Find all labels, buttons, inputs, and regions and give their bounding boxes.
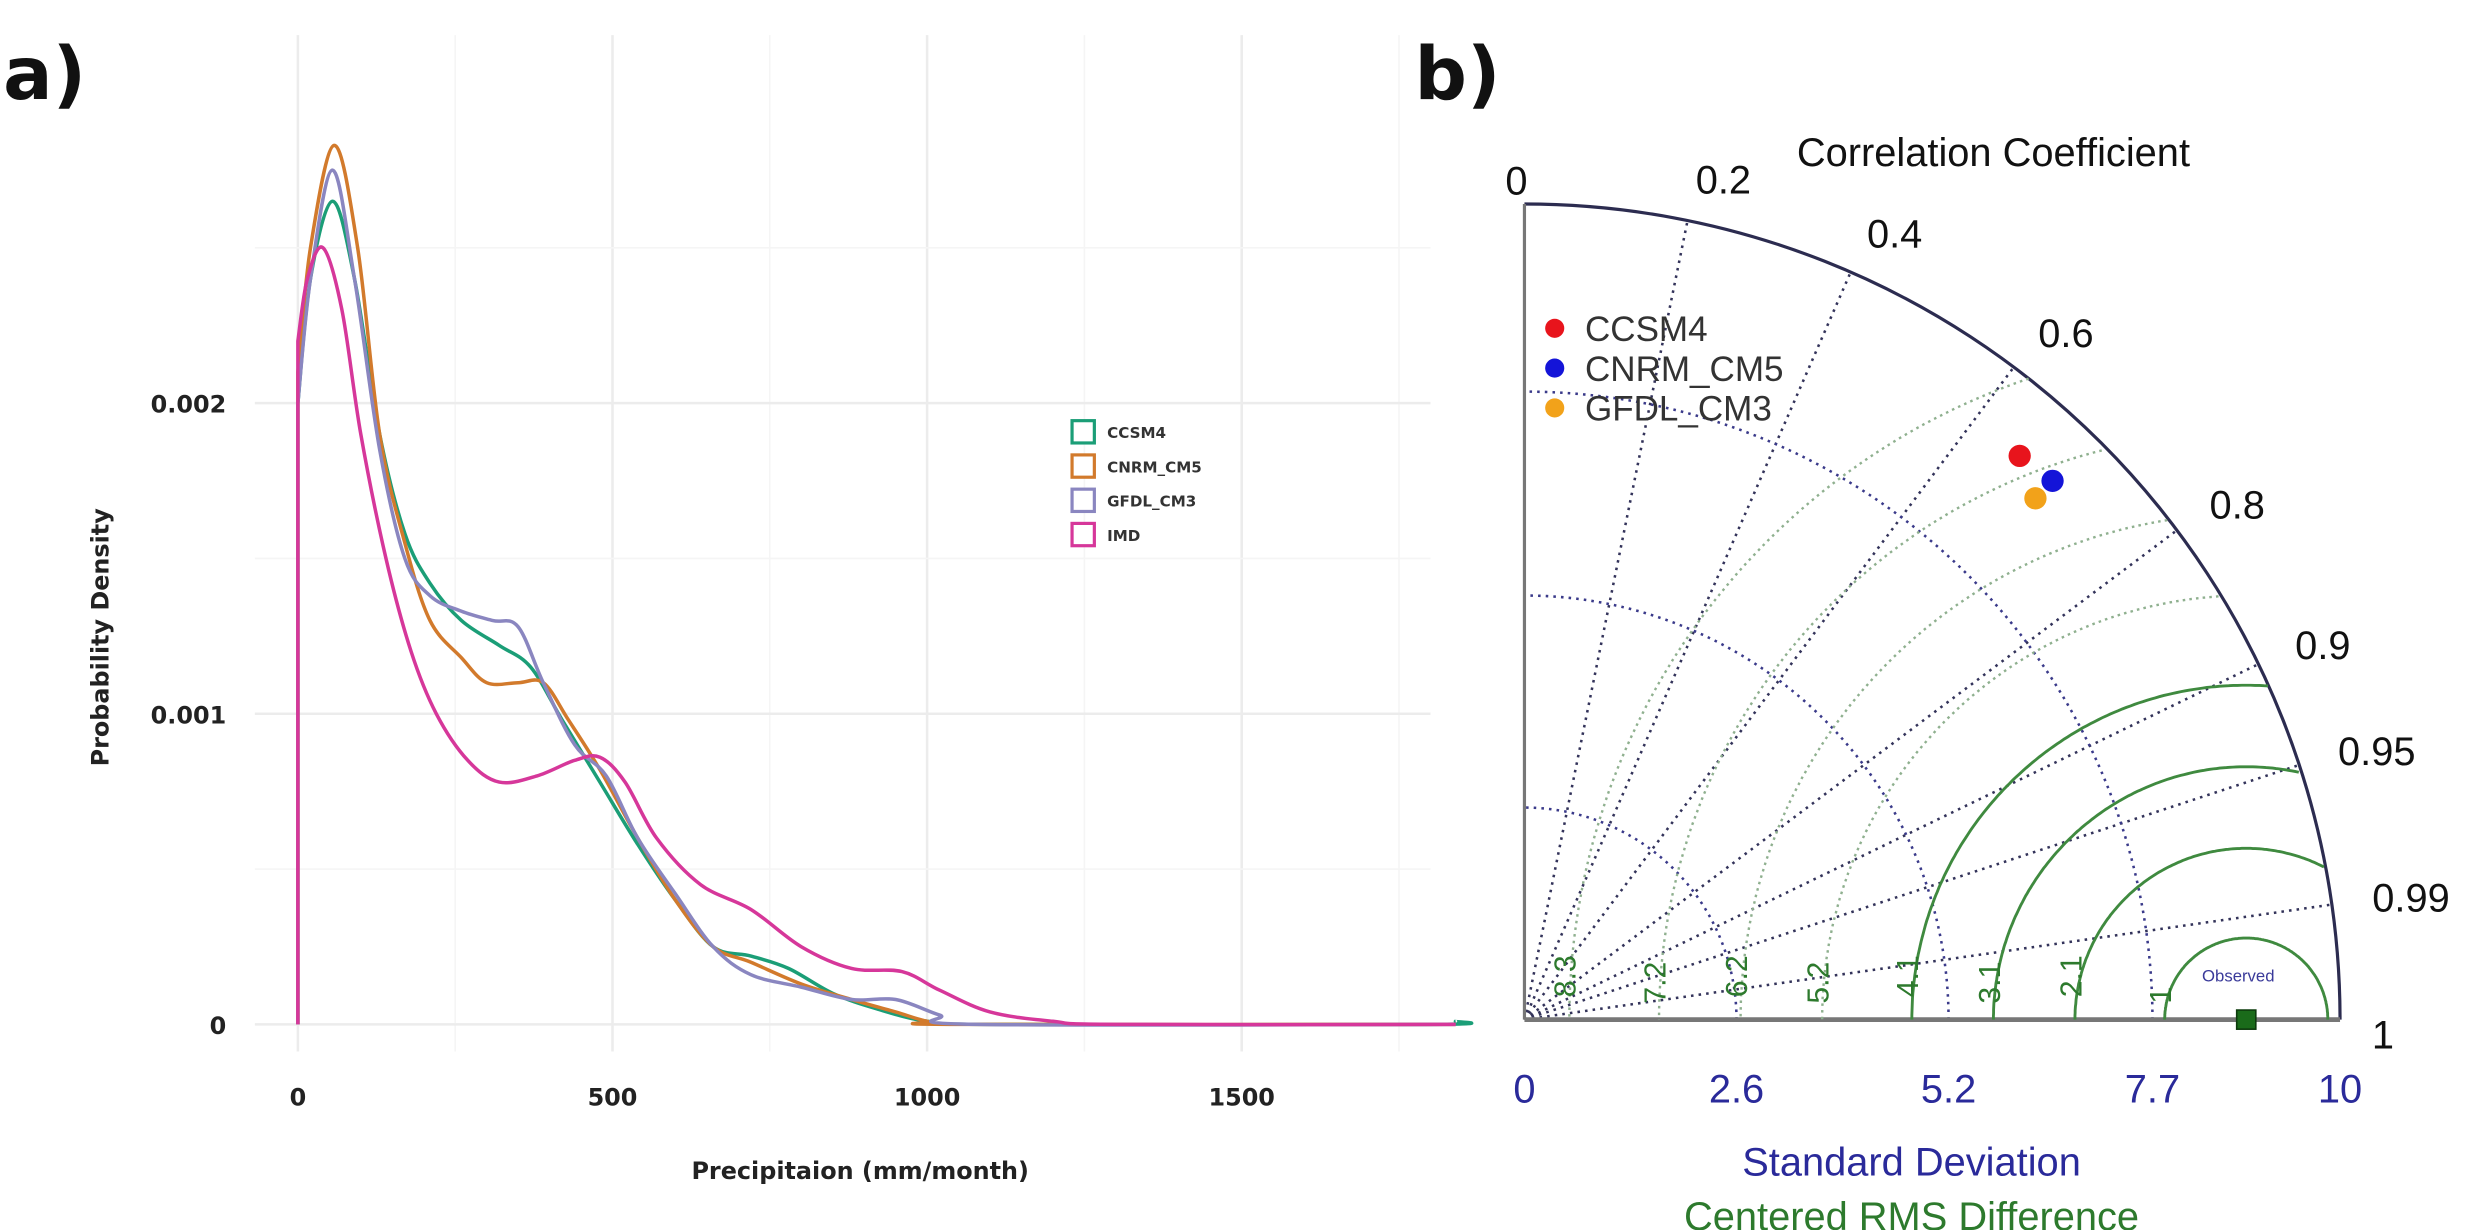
rms-contour-label: 3.1	[1974, 962, 2007, 1004]
rms-contour	[1910, 683, 2269, 1020]
legend-swatch-cnrm_cm5	[1070, 453, 1096, 479]
x-axis-title: Precipitaion (mm/month)	[691, 1157, 1028, 1185]
density-plot: 0 500 1000 1500 0 0.001 0.002 Precipitaion (m…	[86, 35, 1474, 1185]
x-tick-label: 500	[588, 1084, 638, 1112]
outer-arc	[1524, 202, 2342, 1020]
correlation-ray	[1523, 271, 1852, 1021]
rms-title: Centered RMS Difference	[1684, 1195, 2139, 1230]
correlation-tick-label: 0	[1505, 159, 1527, 203]
rms-contour-label: 8.3	[1550, 955, 1583, 997]
std-dev-arc	[1524, 390, 2154, 1020]
density-line-gfdl_cm3	[296, 168, 1456, 1027]
correlation-ray	[1523, 529, 2178, 1021]
legend-label: GFDL_CM3	[1107, 493, 1196, 511]
rms-contour-label: 4.1	[1892, 955, 1925, 997]
correlation-ray	[1523, 220, 1689, 1020]
rms-contour-label: 7.2	[1639, 962, 1672, 1004]
density-line-ccsm4	[296, 199, 1474, 1027]
y-tick-label: 0	[210, 1012, 227, 1040]
legend-label: CNRM_CM5	[1585, 350, 1784, 389]
rms-contour-label: 2.1	[2055, 955, 2088, 997]
density-line-imd	[296, 245, 1456, 1027]
density-lines	[296, 143, 1474, 1027]
correlation-ray	[1524, 903, 2333, 1021]
y-axis-title: Probability Density	[86, 508, 114, 767]
legend-dot-cnrm_cm5	[1545, 358, 1565, 378]
rms-contour	[2163, 936, 2330, 1020]
correlation-ray	[1523, 366, 2015, 1021]
y-tick-label: 0.001	[151, 701, 227, 729]
panel-a-label: a)	[3, 32, 86, 117]
correlation-tick-label: 0.8	[2210, 484, 2265, 528]
rms-contour	[1739, 519, 2168, 1020]
rms-contour	[1568, 377, 2030, 1020]
legend-swatch-gfdl_cm3	[1070, 487, 1096, 514]
rms-contour-label: 6.2	[1721, 955, 1754, 997]
correlation-tick-label: 0.99	[2372, 877, 2449, 921]
std-dev-tick-label: 10	[2318, 1067, 2362, 1111]
model-point-ccsm4	[2008, 444, 2031, 468]
model-point-gfdl_cm3	[2024, 487, 2047, 510]
legend-label: CCSM4	[1585, 310, 1708, 349]
rms-contour	[1820, 595, 2219, 1020]
legend-label: CNRM_CM5	[1107, 458, 1202, 476]
panel-b-label: b)	[1415, 32, 1501, 117]
std-dev-tick-label: 2.6	[1709, 1067, 1764, 1111]
correlation-tick-label: 0.95	[2338, 730, 2415, 774]
correlation-tick-label: 0.4	[1867, 212, 1922, 256]
observed-point	[2235, 1009, 2257, 1030]
correlation-tick-label: 1	[2372, 1013, 2394, 1057]
legend-label: CCSM4	[1107, 424, 1166, 442]
taylor-labels: 0 2.6 5.2 7.7 10 0 0.2 0.4 0.6 0.8 0.9 0.95 0.99 1	[1505, 158, 2449, 1111]
density-grid	[254, 35, 1431, 1052]
rms-contour	[1657, 449, 2103, 1020]
x-tick-labels: 0 500 1000 1500	[290, 1084, 1275, 1112]
correlation-tick-label: 0.2	[1696, 158, 1751, 202]
taylor-points: Observed	[2008, 444, 2275, 1030]
std-dev-arc	[1524, 594, 1950, 1020]
rms-contour	[2073, 846, 2325, 1020]
y-tick-labels: 0 0.001 0.002	[151, 391, 227, 1040]
rms-contours: 1 2.1 3.1 4.1 5.2 6.2 7.2 8.3	[1550, 377, 2330, 1020]
std-dev-tick-label: 0	[1513, 1067, 1535, 1111]
legend-swatch-ccsm4	[1070, 419, 1096, 445]
legend-label: IMD	[1107, 527, 1140, 545]
std-dev-title: Standard Deviation	[1742, 1141, 2081, 1185]
legend-swatch-imd	[1070, 521, 1096, 548]
legend-label: GFDL_CM3	[1585, 390, 1772, 429]
correlation-title: Correlation Coefficient	[1797, 131, 2190, 175]
model-point-cnrm_cm5	[2041, 469, 2064, 492]
y-tick-label: 0.002	[151, 391, 227, 419]
legend-dot-gfdl_cm3	[1545, 398, 1565, 418]
observed-label: Observed	[2202, 966, 2274, 985]
std-dev-tick-label: 5.2	[1921, 1067, 1976, 1111]
taylor-diagram: 12.13.14.15.26.27.28.3 0 2.6 5.2 7.7 100 0.20…	[1505, 131, 2449, 1230]
correlation-tick-label: 0.6	[2038, 312, 2093, 356]
rms-contour	[1991, 765, 2300, 1020]
std-dev-tick-label: 7.7	[2125, 1067, 2180, 1111]
x-tick-label: 0	[290, 1084, 307, 1112]
x-tick-label: 1500	[1208, 1084, 1274, 1112]
rms-contour-label: 1	[2145, 987, 2178, 1004]
density-line-cnrm_cm5	[296, 143, 1456, 1027]
density-legend: CCSM4 CNRM_CM5 GFDL_CM3 IMD	[1070, 419, 1202, 548]
correlation-tick-label: 0.9	[2295, 624, 2350, 668]
x-tick-label: 1000	[894, 1084, 960, 1112]
std-dev-arc	[1524, 806, 1738, 1020]
rms-contour-label: 5.2	[1803, 962, 1836, 1004]
legend-dot-ccsm4	[1545, 318, 1565, 338]
taylor-grid	[1522, 202, 2342, 1022]
correlation-ray	[1524, 763, 2300, 1021]
